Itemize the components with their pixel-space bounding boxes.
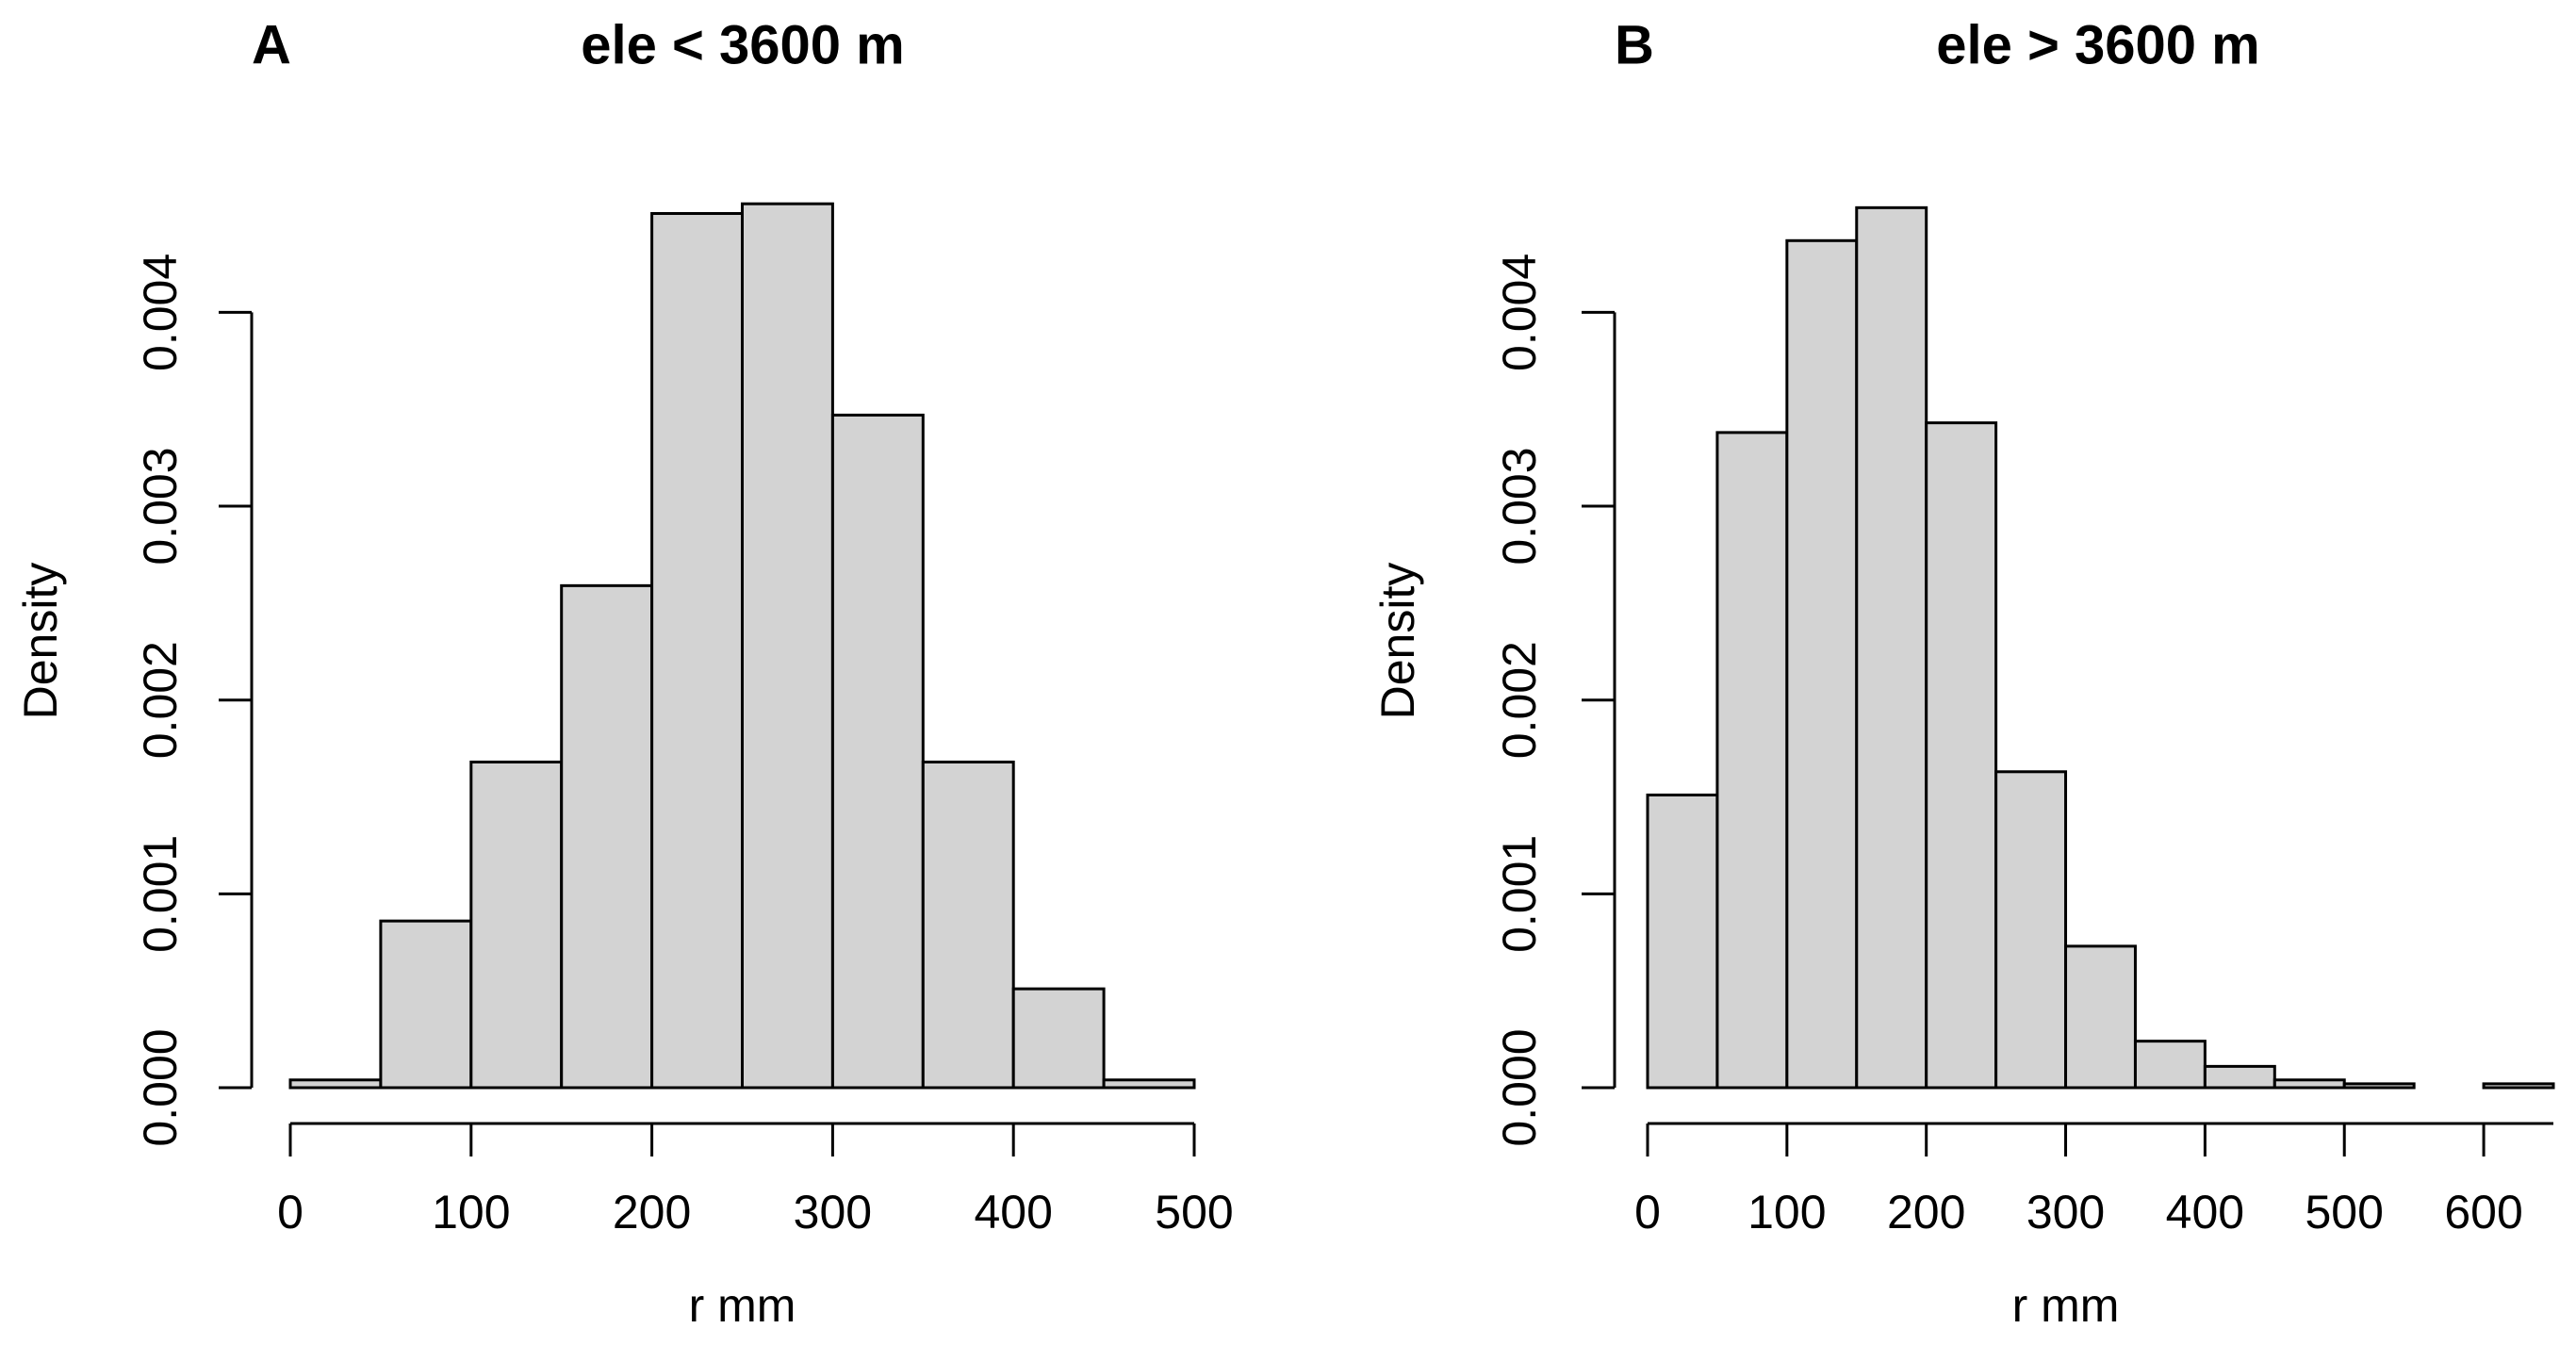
x-tick-label: 100 [432, 1186, 510, 1238]
x-tick-label: 200 [613, 1186, 691, 1238]
y-axis-label: Density [1371, 563, 1424, 720]
chart-title: ele > 3600 m [1936, 14, 2259, 75]
y-tick-label: 0.001 [1493, 835, 1546, 953]
bar [1715, 431, 1789, 1090]
bar [650, 212, 744, 1090]
bar [560, 583, 654, 1090]
bar [2482, 1082, 2555, 1090]
y-tick-label: 0.001 [134, 835, 187, 953]
x-tick-label: 500 [1155, 1186, 1233, 1238]
x-tick-label: 600 [2444, 1186, 2522, 1238]
bar [1925, 421, 1998, 1090]
bar [1102, 1078, 1196, 1090]
y-tick-label: 0.004 [1493, 254, 1546, 371]
bar [1785, 238, 1859, 1090]
bar [2203, 1064, 2276, 1090]
y-tick-label: 0.000 [134, 1028, 187, 1146]
panel-label: B [1615, 14, 1654, 75]
y-tick-label: 0.000 [1493, 1028, 1546, 1146]
x-tick-label: 0 [1634, 1186, 1661, 1238]
bar [1011, 987, 1106, 1090]
y-tick-label: 0.003 [134, 447, 187, 565]
x-tick-label: 500 [2305, 1186, 2384, 1238]
chart-title: ele < 3600 m [581, 14, 904, 75]
bar [288, 1078, 383, 1090]
x-tick-label: 400 [974, 1186, 1052, 1238]
bar [1646, 793, 1719, 1090]
bar [379, 919, 473, 1090]
panel-label: A [252, 14, 291, 75]
bar [1994, 770, 2068, 1090]
x-axis-label: r mm [689, 1279, 796, 1332]
bar [2064, 944, 2137, 1090]
x-tick-label: 200 [1887, 1186, 1965, 1238]
y-tick-label: 0.003 [1493, 447, 1546, 565]
x-tick-label: 400 [2166, 1186, 2244, 1238]
bar [2272, 1078, 2346, 1090]
x-tick-label: 300 [794, 1186, 872, 1238]
bar [741, 202, 834, 1090]
x-tick-label: 100 [1747, 1186, 1826, 1238]
bar [2133, 1040, 2207, 1090]
y-axis-label: Density [14, 563, 67, 720]
bar [469, 761, 564, 1090]
x-tick-label: 0 [277, 1186, 304, 1238]
bar [921, 761, 1015, 1090]
y-tick-label: 0.002 [134, 641, 187, 759]
x-tick-label: 300 [2026, 1186, 2105, 1238]
bar [830, 413, 925, 1090]
bar [2342, 1082, 2416, 1090]
y-tick-label: 0.002 [1493, 641, 1546, 759]
y-tick-label: 0.004 [134, 254, 187, 371]
bar [1855, 205, 1928, 1090]
x-axis-label: r mm [2012, 1279, 2120, 1332]
